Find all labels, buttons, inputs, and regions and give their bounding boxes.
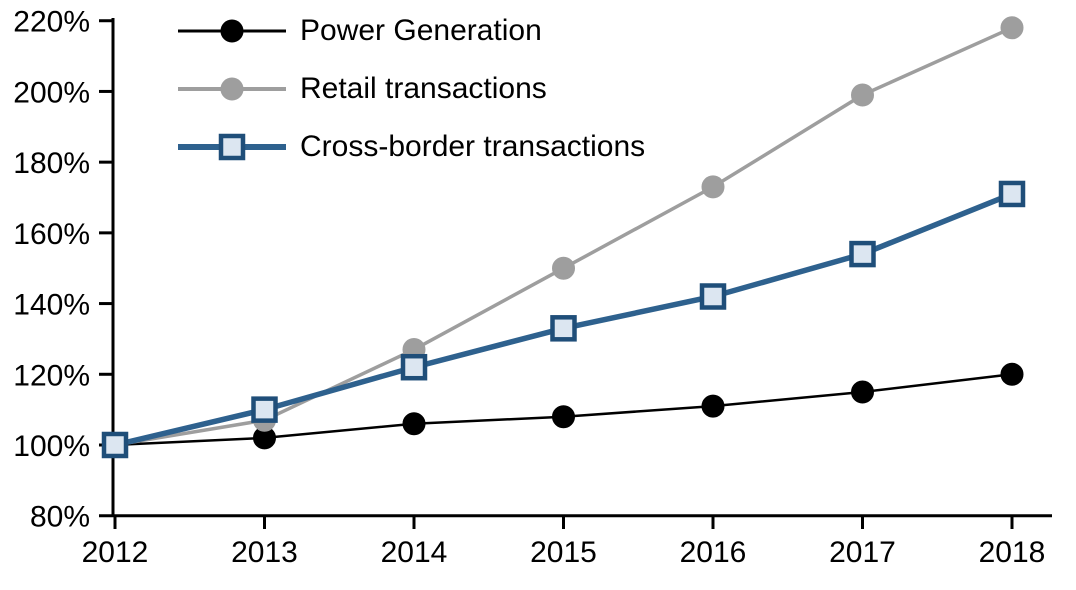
data-point-marker [851, 380, 874, 404]
data-point-marker [1000, 16, 1024, 40]
y-tick-label: 160% [13, 218, 90, 251]
data-point-marker [701, 394, 725, 418]
x-tick-label: 2015 [530, 536, 597, 569]
legend-label-retail-transactions: Retail transactions [300, 72, 547, 105]
y-tick-label: 120% [13, 359, 90, 392]
legend-marker-retail-transactions [176, 67, 288, 111]
y-tick-label: 180% [13, 147, 90, 180]
legend-sample-circle-marker [220, 77, 244, 101]
legend-item-retail-transactions: Retail transactions [176, 60, 645, 118]
x-tick-label: 2013 [231, 536, 298, 569]
data-point-marker [1000, 362, 1024, 386]
y-tick-label: 100% [13, 430, 90, 463]
legend-sample-circle-marker [220, 19, 244, 43]
legend-marker-power-generation [176, 9, 288, 53]
data-point-marker [851, 83, 874, 107]
data-point-marker [552, 256, 575, 280]
legend-marker-cross-border-transactions [176, 125, 288, 169]
y-tick-label: 220% [13, 6, 90, 39]
data-point-marker [402, 412, 426, 436]
legend-sample-square-marker [218, 133, 246, 161]
data-point-marker [699, 283, 727, 310]
x-tick-label: 2017 [829, 536, 896, 569]
y-tick-label: 140% [13, 289, 90, 322]
data-point-marker [400, 353, 428, 381]
data-point-marker [998, 180, 1026, 208]
data-point-marker [849, 240, 876, 268]
x-tick-label: 2012 [82, 536, 149, 569]
data-point-marker [550, 315, 577, 342]
data-point-marker [251, 396, 278, 423]
legend-item-cross-border-transactions: Cross-border transactions [176, 118, 645, 176]
series-power-generation [103, 362, 1024, 457]
y-tick-label: 80% [30, 501, 90, 534]
data-point-marker [701, 175, 725, 199]
legend-label-cross-border-transactions: Cross-border transactions [300, 130, 646, 163]
x-tick-label: 2018 [979, 536, 1046, 569]
data-point-marker [552, 405, 575, 429]
x-tick-label: 2016 [680, 536, 747, 569]
legend-item-power-generation: Power Generation [176, 2, 645, 60]
axes: 80% 100% 120% 140% 160% 180% 200% 220% 2012 2013 2… [13, 6, 1052, 569]
chart-legend: Power Generation Retail transactions Cro… [176, 2, 645, 176]
y-tick-label: 200% [13, 76, 90, 109]
x-tick-label: 2014 [381, 536, 448, 569]
data-point-marker [101, 431, 129, 459]
series-cross-border-transactions [101, 180, 1026, 459]
legend-label-power-generation: Power Generation [300, 14, 542, 47]
